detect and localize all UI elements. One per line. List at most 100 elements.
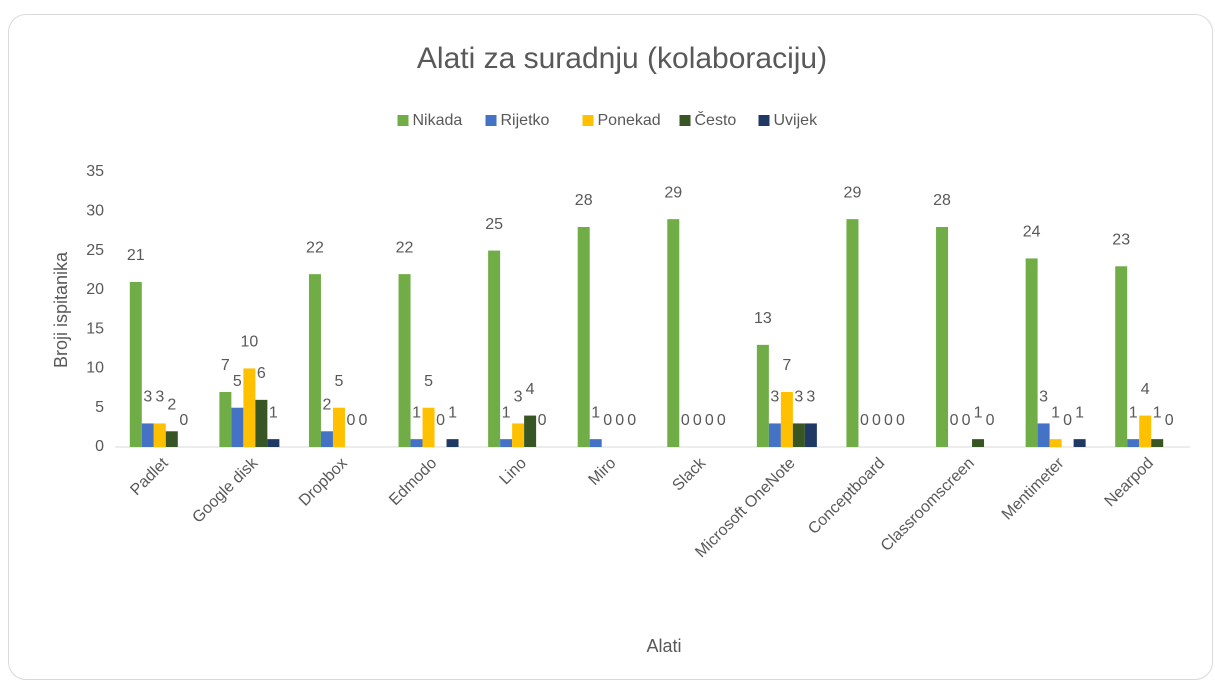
data-label: 2 — [323, 397, 332, 414]
bar — [667, 219, 680, 447]
bar — [846, 219, 859, 447]
legend-label: Ponekad — [598, 112, 661, 129]
bar — [1139, 415, 1152, 447]
y-tick-label: 15 — [86, 320, 104, 337]
data-label: 0 — [436, 412, 445, 429]
bar — [972, 439, 985, 447]
bar — [231, 407, 244, 447]
bar — [255, 399, 268, 447]
data-label: 0 — [860, 412, 869, 429]
data-label: 7 — [782, 357, 791, 374]
data-label: 13 — [754, 310, 772, 327]
data-label: 1 — [412, 404, 421, 421]
data-label: 5 — [424, 373, 433, 390]
bar — [1049, 439, 1062, 447]
chart-card — [8, 14, 1213, 680]
data-label: 5 — [233, 373, 242, 390]
data-label: 0 — [717, 412, 726, 429]
data-label: 22 — [396, 239, 414, 256]
x-tick-label: Dropbox — [296, 455, 351, 510]
data-label: 0 — [627, 412, 636, 429]
legend-label: Nikada — [413, 112, 463, 129]
bar — [1151, 439, 1164, 447]
bar — [768, 423, 781, 447]
data-label: 0 — [950, 412, 959, 429]
bar — [780, 392, 793, 447]
data-label: 1 — [1051, 404, 1060, 421]
bar — [804, 423, 817, 447]
data-label: 0 — [538, 412, 547, 429]
bar — [243, 368, 256, 447]
data-label: 24 — [1023, 224, 1041, 241]
data-label: 0 — [986, 412, 995, 429]
bar — [219, 392, 232, 447]
bar — [308, 274, 321, 447]
bar — [267, 439, 280, 447]
data-label: 2 — [167, 397, 176, 414]
y-tick-label: 0 — [95, 438, 104, 455]
bar — [500, 439, 513, 447]
x-tick-label: Microsoft OneNote — [692, 455, 798, 561]
data-label: 29 — [844, 184, 862, 201]
data-label: 0 — [1165, 412, 1174, 429]
data-label: 0 — [1063, 412, 1072, 429]
data-label: 5 — [335, 373, 344, 390]
data-label: 1 — [1129, 404, 1138, 421]
data-label: 0 — [962, 412, 971, 429]
x-tick-label: Lino — [497, 455, 530, 488]
data-label: 3 — [514, 389, 523, 406]
data-label: 7 — [221, 357, 230, 374]
x-tick-label: Nearpod — [1102, 455, 1157, 510]
data-label: 1 — [591, 404, 600, 421]
legend-swatch — [397, 115, 409, 126]
legend-swatch — [679, 115, 691, 126]
data-label: 29 — [664, 184, 682, 201]
legend-label: Uvijek — [774, 112, 819, 129]
chart-title: Alati za suradnju (kolaboraciju) — [417, 42, 827, 75]
data-label: 3 — [770, 389, 779, 406]
x-tick-label: Mentimeter — [999, 454, 1068, 523]
data-label: 0 — [705, 412, 714, 429]
data-label: 0 — [896, 412, 905, 429]
data-label: 0 — [872, 412, 881, 429]
data-label: 21 — [127, 247, 145, 264]
bar — [1073, 439, 1086, 447]
data-label: 1 — [448, 404, 457, 421]
data-label: 3 — [1039, 389, 1048, 406]
y-tick-label: 35 — [86, 163, 104, 180]
data-label: 1 — [1153, 404, 1162, 421]
data-label: 3 — [806, 389, 815, 406]
data-label: 0 — [681, 412, 690, 429]
legend-label: Često — [695, 110, 737, 129]
bar — [524, 415, 537, 447]
bar — [1115, 266, 1128, 447]
data-label: 1 — [1075, 404, 1084, 421]
x-tick-label: Conceptboard — [805, 455, 888, 538]
x-axis-label: Alati — [646, 636, 681, 656]
data-label: 22 — [306, 239, 324, 256]
data-label: 4 — [526, 381, 535, 398]
legend-swatch — [485, 115, 497, 126]
data-label: 3 — [143, 389, 152, 406]
data-label: 10 — [240, 334, 258, 351]
data-label: 0 — [693, 412, 702, 429]
x-tick-label: Edmodo — [386, 455, 440, 509]
x-tick-label: Google disk — [189, 454, 261, 526]
bar — [165, 431, 178, 447]
x-tick-label: Miro — [586, 455, 620, 489]
data-label: 0 — [179, 412, 188, 429]
bar — [398, 274, 411, 447]
x-tick-label: Slack — [669, 454, 709, 494]
bar — [141, 423, 154, 447]
bar — [1037, 423, 1050, 447]
bar — [129, 282, 142, 447]
bar — [577, 227, 590, 447]
data-label: 28 — [933, 192, 951, 209]
bar — [792, 423, 805, 447]
bar — [422, 407, 435, 447]
bar — [410, 439, 423, 447]
data-label: 0 — [359, 412, 368, 429]
bar — [589, 439, 602, 447]
y-axis-label: Broji ispitanika — [51, 251, 71, 368]
bar — [512, 423, 525, 447]
